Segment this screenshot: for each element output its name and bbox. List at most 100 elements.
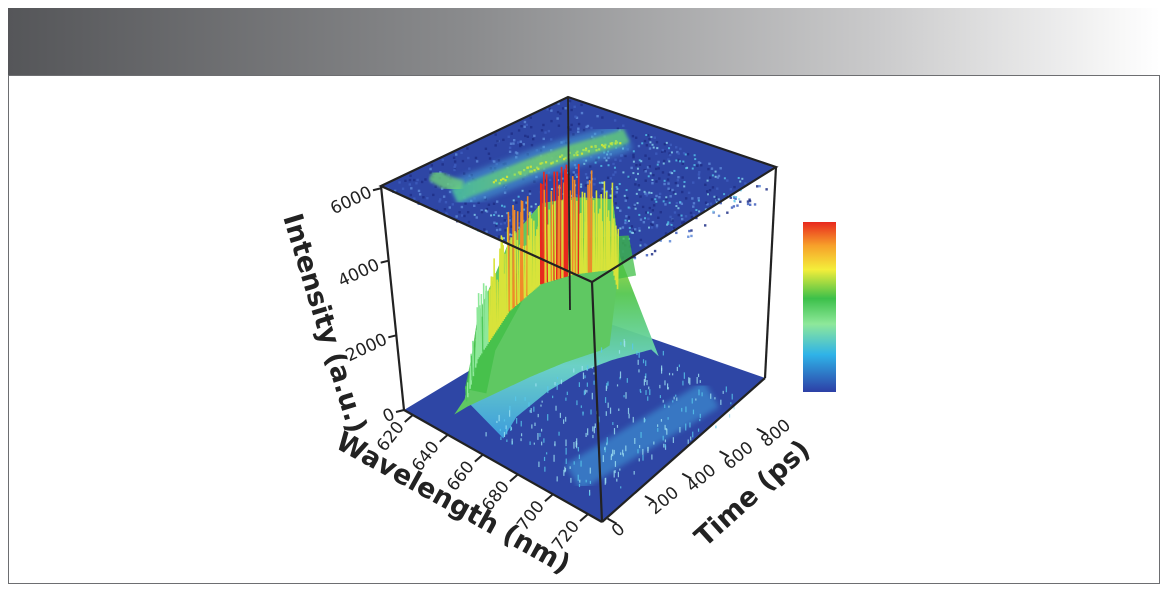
heat-cell [673, 211, 677, 214]
heat-cell [526, 135, 530, 138]
heat-cell [627, 219, 630, 222]
heat-cell [667, 182, 670, 185]
heat-cell [674, 192, 677, 195]
heat-cell [674, 146, 678, 149]
heat-cell [651, 143, 654, 146]
heat-cell [655, 200, 658, 203]
heat-cell [461, 214, 464, 217]
heat-cell [615, 141, 619, 144]
heat-cell [473, 204, 476, 208]
heat-cell [541, 161, 544, 165]
spike [548, 209, 551, 282]
heat-cell [448, 206, 451, 209]
heat-cell [716, 176, 720, 179]
heat-cell [669, 143, 673, 147]
heat-cell [564, 107, 567, 110]
heat-cell [628, 226, 631, 229]
heat-cell [523, 208, 526, 211]
heat-cell [632, 150, 635, 153]
heat-cell [484, 209, 487, 212]
ridge-tail [565, 381, 720, 491]
heat-cell [609, 177, 613, 180]
heat-cell [593, 183, 596, 186]
heat-cell [585, 125, 588, 129]
heat-cell [744, 182, 747, 185]
heat-cell [634, 207, 637, 210]
heat-cell [739, 180, 742, 183]
heat-cell [504, 179, 507, 182]
heat-cell [719, 167, 722, 170]
heat-cell [632, 156, 635, 159]
heat-cell [637, 172, 640, 175]
heat-cell [652, 146, 655, 149]
heat-cell [573, 105, 576, 109]
spike [504, 253, 507, 318]
heat-cell [557, 124, 561, 127]
header-bar [8, 8, 1160, 76]
heat-cell [474, 156, 478, 160]
heat-cell [511, 233, 514, 236]
heat-cell [442, 195, 446, 198]
heat-cell [494, 179, 497, 182]
spike [610, 182, 614, 270]
heat-cell [503, 237, 506, 240]
spike [498, 248, 501, 327]
heat-cell [660, 150, 664, 153]
heat-cell [667, 187, 670, 190]
heat-cell [653, 136, 656, 139]
heat-cell [572, 173, 575, 176]
heat-cell [559, 112, 562, 115]
heat-cell [483, 228, 486, 231]
heat-cell [629, 230, 632, 233]
heat-cell [539, 162, 542, 165]
heat-cell [619, 227, 622, 230]
heat-cell [714, 170, 717, 173]
heat-cell [748, 199, 752, 203]
heat-cell [590, 145, 593, 148]
heat-cell [697, 197, 700, 200]
heat-cell [453, 160, 457, 163]
heat-cell [622, 124, 625, 127]
heat-cell [529, 170, 532, 173]
heat-cell [493, 221, 496, 224]
heat-cell [517, 226, 520, 229]
heat-cell [741, 177, 744, 180]
heat-band-foot [428, 167, 465, 195]
heat-cell [733, 199, 736, 202]
heat-cell [697, 199, 700, 202]
heat-cell [684, 215, 688, 218]
heat-cell [612, 173, 615, 176]
heat-cell [585, 147, 588, 150]
heat-cell [734, 197, 737, 200]
heat-cell [451, 203, 455, 206]
heat-cell [630, 166, 633, 170]
spike [537, 205, 541, 286]
heat-cell [441, 163, 444, 166]
heat-cell [617, 206, 620, 209]
heat-cell [696, 164, 699, 167]
heat-cell [662, 159, 666, 163]
heat-cell [647, 217, 650, 220]
heat-cell [667, 158, 670, 161]
heat-cell [497, 235, 501, 238]
heat-cell [675, 159, 678, 162]
heat-cell [415, 182, 418, 185]
heat-cell [499, 222, 503, 226]
heat-cell [575, 194, 578, 197]
heat-cell [655, 180, 658, 183]
spike [465, 386, 468, 402]
spike [477, 293, 480, 358]
heat-cell [544, 131, 547, 134]
heat-cell [508, 215, 511, 219]
heat-cell [644, 244, 648, 247]
heat-cell [614, 158, 617, 161]
heat-cell [523, 120, 527, 124]
heat-cell [644, 154, 647, 157]
heat-cell [533, 180, 536, 183]
heat-cell [648, 137, 651, 141]
heat-cell [580, 111, 584, 115]
spike [587, 184, 590, 273]
heat-cell [632, 160, 635, 163]
heat-cell [664, 232, 668, 235]
heat-cell [614, 195, 617, 198]
